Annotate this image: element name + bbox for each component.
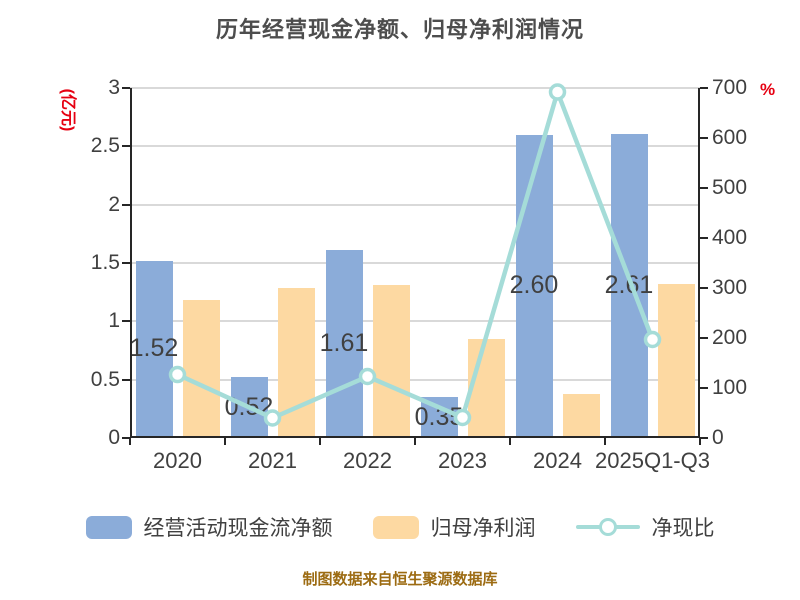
legend-label-cash-ratio: 净现比 — [651, 517, 715, 540]
x-axis-tickmark — [604, 438, 606, 445]
bar-value-label: 1.52 — [129, 334, 179, 363]
x-axis-category-label: 2021 — [248, 448, 297, 473]
right-axis-tick-label: 600 — [712, 126, 748, 149]
legend-item-operating-cash-flow: 经营活动现金流净额 — [85, 512, 333, 542]
x-axis-category-label: 2023 — [438, 448, 487, 473]
legend-circle-marker-icon — [598, 518, 617, 536]
left-axis-tick-label: 2 — [108, 192, 120, 216]
x-axis-category-label: 2020 — [153, 448, 202, 473]
left-axis-tick-label: 0 — [108, 426, 120, 449]
legend-item-net-profit: 归母净利润 — [372, 512, 536, 542]
right-axis-tick-label: 500 — [712, 176, 748, 199]
line-marker-icon — [575, 515, 640, 539]
right-axis-tickmark — [700, 287, 708, 289]
legend-label-net-profit: 归母净利润 — [430, 517, 536, 540]
right-axis-tick-label: 200 — [712, 326, 748, 349]
left-axis-tickmark — [122, 378, 130, 381]
x-axis-tickmark — [414, 438, 416, 445]
right-axis-tickmark — [700, 237, 708, 239]
left-axis-tickmark — [122, 262, 130, 264]
legend-label-operating-cash-flow: 经营活动现金流净额 — [143, 517, 333, 540]
x-axis-tickmark — [319, 438, 321, 445]
legend: 经营活动现金流净额 归母净利润 净现比 — [0, 512, 800, 542]
right-axis-tickmark — [700, 437, 708, 439]
left-axis-tickmark — [122, 87, 130, 89]
x-axis-tickmark — [129, 438, 131, 445]
right-axis-tickmark — [700, 387, 708, 389]
right-axis-tickmark — [700, 187, 708, 189]
x-axis-category-label: 2022 — [343, 448, 392, 473]
legend-swatch-blue-bar — [85, 515, 132, 539]
right-axis-tick-label: 100 — [712, 376, 748, 399]
left-axis-tick-label: 1.5 — [90, 251, 120, 274]
right-axis-tick-label: 700 — [712, 76, 748, 99]
right-axis-tickmark — [700, 337, 708, 339]
x-axis-tickmark — [699, 438, 701, 445]
left-axis-tick-label: 3 — [108, 76, 120, 99]
right-axis-tick-label: 300 — [712, 276, 748, 299]
chart-title: 历年经营现金净额、归母净利润情况 — [215, 17, 584, 42]
right-axis-tick-label: 0 — [712, 426, 724, 449]
x-axis-category-label: 2025Q1-Q3 — [595, 448, 710, 473]
left-axis-tickmark — [122, 320, 130, 323]
axis-frame — [130, 88, 700, 438]
right-axis-unit-label: % — [760, 80, 776, 99]
data-source-note: 制图数据来自恒生聚源数据库 — [302, 571, 498, 588]
left-axis-tickmark — [122, 203, 130, 206]
right-axis-tickmark — [700, 87, 708, 89]
left-axis-tickmark — [122, 145, 130, 148]
left-axis-tick-label: 2.5 — [90, 134, 120, 158]
left-axis-tick-label: 0.5 — [90, 367, 120, 391]
gridline — [130, 87, 700, 89]
right-axis-tickmark — [700, 137, 708, 139]
left-axis-tick-label: 1 — [108, 309, 120, 333]
right-axis-tick-label: 400 — [712, 226, 748, 249]
left-axis-tickmark — [122, 437, 130, 439]
bar-net-profit — [657, 284, 695, 438]
bar-operating-cash-flow — [135, 260, 173, 438]
x-axis-tickmark — [224, 438, 226, 445]
x-axis-tickmark — [509, 438, 511, 445]
x-axis-category-label: 2024 — [533, 448, 582, 473]
legend-item-cash-ratio: 净现比 — [575, 512, 715, 542]
legend-swatch-orange-bar — [372, 515, 419, 539]
